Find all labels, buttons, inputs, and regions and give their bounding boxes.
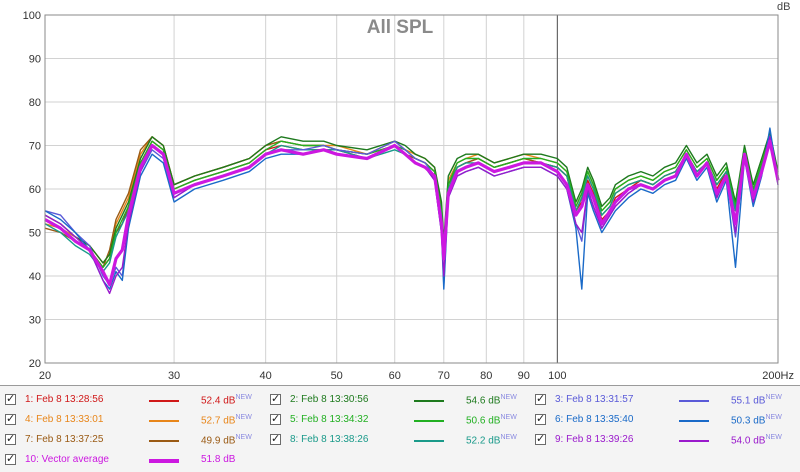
y-tick-label: 50 (29, 228, 41, 240)
legend-value: 55.1 dBNEW (731, 394, 782, 407)
legend-item[interactable]: ✓ 7: Feb 8 13:37:25 49.9 dBNEW (5, 432, 265, 452)
series-line-5 (44, 136, 779, 268)
legend-checkbox[interactable]: ✓ (5, 393, 16, 405)
spl-chart[interactable]: 20 30 40 50 60 70 80 90 100 20 30 40 50 60 70 80 90 100 20… (0, 0, 800, 385)
legend-value: 50.3 dBNEW (731, 414, 782, 427)
legend-swatch (679, 440, 709, 442)
legend-item[interactable]: ✓ 6: Feb 8 13:35:40 50.3 dBNEW (535, 412, 795, 432)
series-line-4 (44, 131, 779, 264)
x-tick-label: 20 (39, 370, 51, 382)
legend-checkbox[interactable]: ✓ (270, 393, 281, 405)
legend-item[interactable]: ✓ 4: Feb 8 13:33:01 52.7 dBNEW (5, 412, 265, 432)
legend-value: 54.6 dBNEW (466, 394, 517, 407)
new-badge: NEW (500, 394, 517, 401)
y-tick-label: 70 (29, 141, 41, 153)
plot-area-background (0, 0, 800, 385)
legend-swatch (414, 440, 444, 442)
x-tick-label: 60 (389, 370, 401, 382)
legend-label: 10: Vector average (25, 454, 109, 465)
y-tick-label: 30 (29, 315, 41, 327)
new-badge: NEW (765, 394, 782, 401)
legend-label: 5: Feb 8 13:34:32 (290, 414, 369, 425)
legend-checkbox[interactable]: ✓ (535, 393, 546, 405)
x-tick-label: 50 (331, 370, 343, 382)
legend-value: 49.9 dBNEW (201, 434, 252, 447)
new-badge: NEW (765, 434, 782, 441)
y-tick-label: 60 (29, 184, 41, 196)
x-tick-label: 200Hz (762, 370, 794, 382)
legend-swatch (414, 400, 444, 402)
legend-label: 8: Feb 8 13:38:26 (290, 434, 369, 445)
x-tick-label: 40 (260, 370, 272, 382)
legend-swatch (679, 420, 709, 422)
legend-value: 54.0 dBNEW (731, 434, 782, 447)
y-tick-label: 90 (29, 54, 41, 66)
chart-title: All SPL (367, 17, 434, 38)
legend-swatch (149, 440, 179, 442)
legend-label: 9: Feb 8 13:39:26 (555, 434, 634, 445)
x-tick-label: 80 (480, 370, 492, 382)
legend-swatch (414, 420, 444, 422)
legend-value: 52.4 dBNEW (201, 394, 252, 407)
legend-checkbox[interactable]: ✓ (5, 433, 16, 445)
legend-checkbox[interactable]: ✓ (270, 433, 281, 445)
x-tick-label: 30 (168, 370, 180, 382)
legend-label: 3: Feb 8 13:31:57 (555, 394, 634, 405)
new-badge: NEW (235, 414, 252, 421)
series-line-10 (44, 139, 780, 287)
legend-swatch (149, 420, 179, 422)
y-tick-label: 100 (23, 10, 41, 22)
legend-swatch (149, 400, 179, 402)
grid-lines (44, 14, 779, 364)
new-badge: NEW (765, 414, 782, 421)
axis-labels: 20 30 40 50 60 70 80 90 100 20 30 40 50 60 70 80 90 100 20… (23, 10, 794, 382)
legend-item[interactable]: ✓ 10: Vector average 51.8 dB (5, 452, 265, 472)
new-badge: NEW (235, 394, 252, 401)
legend-item[interactable]: ✓ 5: Feb 8 13:34:32 50.6 dBNEW (270, 412, 530, 432)
legend-label: 1: Feb 8 13:28:56 (25, 394, 104, 405)
y-tick-label: 40 (29, 271, 41, 283)
legend-label: 4: Feb 8 13:33:01 (25, 414, 104, 425)
legend-checkbox[interactable]: ✓ (5, 413, 16, 425)
legend-label: 7: Feb 8 13:37:25 (25, 434, 104, 445)
legend-checkbox[interactable]: ✓ (535, 413, 546, 425)
plot-frame (44, 14, 779, 364)
legend-item[interactable]: ✓ 2: Feb 8 13:30:56 54.6 dBNEW (270, 392, 530, 412)
legend-panel: ✓ 1: Feb 8 13:28:56 52.4 dBNEW ✓ 2: Feb 8 13… (0, 385, 800, 472)
legend-item[interactable]: ✓ 8: Feb 8 13:38:26 52.2 dBNEW (270, 432, 530, 452)
x-tick-label: 70 (438, 370, 450, 382)
legend-swatch (679, 400, 709, 402)
new-badge: NEW (500, 434, 517, 441)
legend-item[interactable]: ✓ 1: Feb 8 13:28:56 52.4 dBNEW (5, 392, 265, 412)
new-badge: NEW (235, 434, 252, 441)
series-lines (44, 127, 780, 295)
legend-checkbox[interactable]: ✓ (535, 433, 546, 445)
y-tick-label: 80 (29, 97, 41, 109)
x-tick-label: 90 (518, 370, 530, 382)
new-badge: NEW (500, 414, 517, 421)
legend-value: 52.7 dBNEW (201, 414, 252, 427)
legend-value: 50.6 dBNEW (466, 414, 517, 427)
legend-value: 51.8 dB (201, 454, 236, 465)
spl-chart-svg[interactable]: 20 30 40 50 60 70 80 90 100 20 30 40 50 60 70 80 90 100 20… (0, 0, 800, 385)
legend-value: 52.2 dBNEW (466, 434, 517, 447)
x-tick-label: 100 (548, 370, 566, 382)
legend-checkbox[interactable]: ✓ (5, 453, 16, 465)
legend-checkbox[interactable]: ✓ (270, 413, 281, 425)
y-unit-label: dB (777, 1, 790, 13)
legend-label: 6: Feb 8 13:35:40 (555, 414, 634, 425)
legend-swatch (149, 459, 179, 463)
legend-label: 2: Feb 8 13:30:56 (290, 394, 369, 405)
legend-item[interactable]: ✓ 3: Feb 8 13:31:57 55.1 dBNEW (535, 392, 795, 412)
y-tick-label: 20 (29, 358, 41, 370)
legend-item[interactable]: ✓ 9: Feb 8 13:39:26 54.0 dBNEW (535, 432, 795, 452)
